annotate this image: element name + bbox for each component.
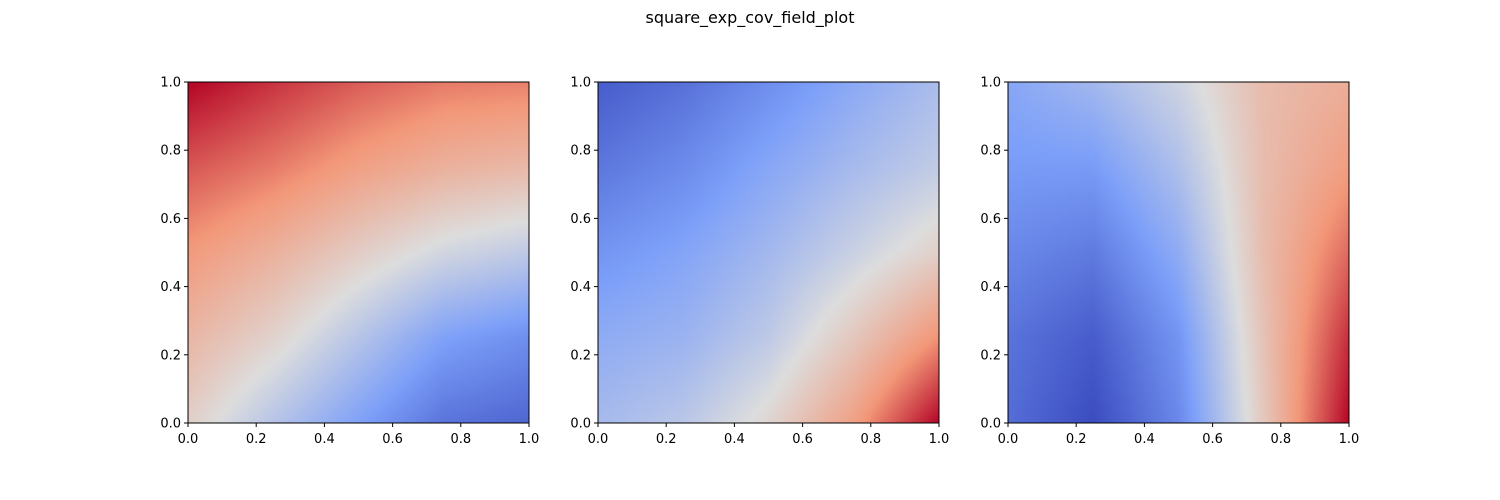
x-tick-label: 0.4 (724, 432, 745, 447)
axes-frame (187, 81, 530, 424)
y-tick-label: 1.0 (980, 76, 1001, 91)
axes-frame (597, 81, 940, 424)
x-tick-label: 0.4 (314, 432, 335, 447)
y-tick-label: 0.6 (160, 212, 181, 227)
heatmap-image (598, 82, 939, 423)
y-tick-label: 0.0 (160, 417, 181, 432)
heatmap-panels: 0.0 0.2 0.4 0.6 0.8 1.00.00.20.40.60.81.00.0 0… (160, 76, 1359, 448)
y-tick-label: 0.8 (160, 144, 181, 159)
heatmap-image (1008, 82, 1349, 423)
x-tick-label: 0.0 (178, 432, 199, 447)
figure-title: square_exp_cov_field_plot (646, 8, 855, 28)
y-tick-label: 1.0 (160, 76, 181, 91)
y-tick-label: 0.6 (570, 212, 591, 227)
x-tick-label: 0.2 (246, 432, 267, 447)
x-tick-label: 1.0 (519, 432, 540, 447)
y-tick-label: 1.0 (570, 76, 591, 91)
x-tick-label: 0.0 (998, 432, 1019, 447)
x-tick-label: 0.6 (382, 432, 403, 447)
x-tick-label: 0.2 (656, 432, 677, 447)
heatmap-image (188, 82, 529, 423)
y-tick-label: 0.4 (570, 280, 591, 295)
heatmap-panel-2: 0.0 0.2 0.4 0.6 0.8 1.0 0.0 0.2 0.4 0.6 0.8 1.0 (570, 76, 949, 448)
x-tick-label: 1.0 (1339, 432, 1360, 447)
x-tick-label: 0.8 (860, 432, 881, 447)
x-tick-label: 0.2 (1066, 432, 1087, 447)
y-tick-label: 0.6 (980, 212, 1001, 227)
x-tick-label: 0.8 (450, 432, 471, 447)
y-tick-label: 0.4 (980, 280, 1001, 295)
x-tick-label: 0.8 (1270, 432, 1291, 447)
y-tick-label: 0.4 (160, 280, 181, 295)
y-tick-label: 0.2 (160, 348, 181, 363)
y-tick-label: 0.0 (570, 417, 591, 432)
x-tick-label: 1.0 (929, 432, 950, 447)
y-tick-label: 0.0 (980, 417, 1001, 432)
y-tick-label: 0.8 (980, 144, 1001, 159)
x-tick-label: 0.6 (1202, 432, 1223, 447)
x-tick-label: 0.6 (792, 432, 813, 447)
y-tick-label: 0.2 (980, 348, 1001, 363)
y-tick-label: 0.2 (570, 348, 591, 363)
axes-frame (1007, 81, 1350, 424)
y-tick-label: 0.8 (570, 144, 591, 159)
x-tick-label: 0.0 (588, 432, 609, 447)
heatmap-panel-1: 0.0 0.2 0.4 0.6 0.8 1.0 0.0 0.2 0.4 0.6 0.8 1.0 (160, 76, 539, 448)
heatmap-panel-3: 0.0 0.2 0.4 0.6 0.8 1.0 0.0 0.2 0.4 0.6 0.8 1.0 (980, 76, 1359, 448)
x-tick-label: 0.4 (1134, 432, 1155, 447)
